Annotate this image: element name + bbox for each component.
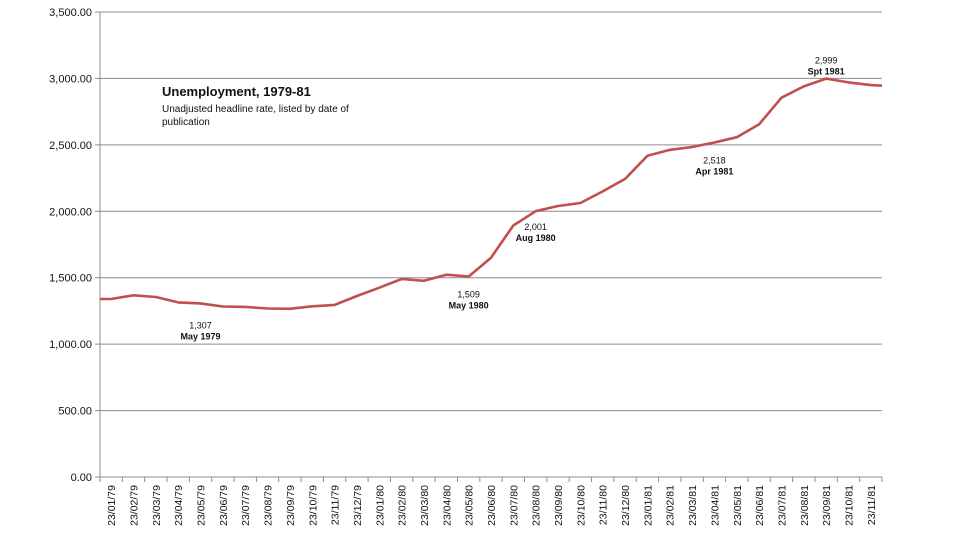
x-tick-label: 23/07/79	[240, 485, 252, 526]
x-tick-label: 23/01/80	[374, 485, 386, 526]
x-tick-label: 23/04/80	[441, 485, 453, 526]
x-tick-label: 23/02/79	[129, 485, 141, 526]
x-tick-label: 23/05/79	[196, 485, 208, 526]
x-tick-label: 23/03/80	[419, 485, 431, 526]
x-tick-label: 23/07/81	[776, 485, 788, 526]
annotation-label: Aug 1980	[516, 233, 556, 243]
y-tick-labels: 0.00 500.00 1,000.00 1,500.00 2,000.00 2,500.…	[49, 7, 92, 484]
x-tick-label: 23/04/81	[709, 485, 721, 526]
x-tick-label: 23/02/81	[665, 485, 677, 526]
y-tick-label: 0.00	[71, 472, 92, 484]
annotation-label: May 1979	[181, 331, 221, 341]
series-line-layer	[100, 77, 883, 311]
x-tick-label: 23/10/80	[575, 485, 587, 526]
y-tick-label: 1,500.00	[49, 273, 92, 285]
x-tick-label: 23/12/80	[620, 485, 632, 526]
x-tick-label: 23/06/81	[754, 485, 766, 526]
x-tick-label: 23/09/79	[285, 485, 297, 526]
x-tick-label: 23/09/81	[821, 485, 833, 526]
x-tick-label: 23/01/81	[642, 485, 654, 526]
x-tick-label: 23/08/79	[263, 485, 275, 526]
annotation-label: Spt 1981	[808, 67, 845, 77]
x-tick-label: 23/09/80	[553, 485, 565, 526]
x-tick-label: 23/05/80	[464, 485, 476, 526]
chart-subtitle-line-1: Unadjusted headline rate, listed by date…	[162, 104, 349, 115]
x-tick-label: 23/08/81	[799, 485, 811, 526]
y-tick-label: 2,000.00	[49, 206, 92, 218]
annotation-value: 2,001	[524, 222, 547, 232]
y-tick-label: 3,000.00	[49, 73, 92, 85]
chart-title: Unemployment, 1979-81	[162, 84, 311, 99]
chart-subtitle-line-2: publication	[162, 117, 210, 128]
x-tick-label: 23/12/79	[352, 485, 364, 526]
annotation-value: 1,307	[189, 320, 212, 330]
y-tick-label: 2,500.00	[49, 140, 92, 152]
y-tick-label: 500.00	[58, 406, 92, 418]
x-tick-label: 23/11/79	[330, 485, 342, 525]
x-tick-label: 23/10/79	[307, 485, 319, 526]
x-tick-label: 23/03/79	[151, 485, 163, 526]
gridlines	[100, 11, 882, 412]
axes	[95, 11, 883, 482]
x-tick-label: 23/08/80	[531, 485, 543, 526]
x-tick-label: 23/05/81	[732, 485, 744, 526]
annotation-value: 2,999	[815, 56, 838, 66]
x-tick-labels: 23/01/79 23/02/79 23/03/79 23/04/79 23/05/79…	[106, 485, 878, 526]
x-tick-label: 23/04/79	[173, 485, 185, 526]
y-tick-label: 3,500.00	[49, 7, 92, 19]
annotation-label: May 1980	[449, 301, 489, 311]
annotation-label: Apr 1981	[695, 166, 733, 176]
series-line	[100, 77, 883, 311]
y-tick-label: 1,000.00	[49, 339, 92, 351]
x-tick-label: 23/10/81	[843, 485, 855, 526]
x-tick-label: 23/01/79	[106, 485, 118, 526]
x-tick-label: 23/07/80	[508, 485, 520, 526]
x-tick-label: 23/06/79	[218, 485, 230, 526]
x-tick-label: 23/11/80	[598, 485, 610, 525]
annotation-value: 2,518	[703, 155, 726, 165]
x-tick-label: 23/03/81	[687, 485, 699, 526]
x-tick-label: 23/11/81	[866, 485, 878, 525]
annotation-value: 1,509	[457, 290, 480, 300]
x-tick-label: 23/02/80	[397, 485, 409, 526]
x-tick-label: 23/06/80	[486, 485, 498, 526]
